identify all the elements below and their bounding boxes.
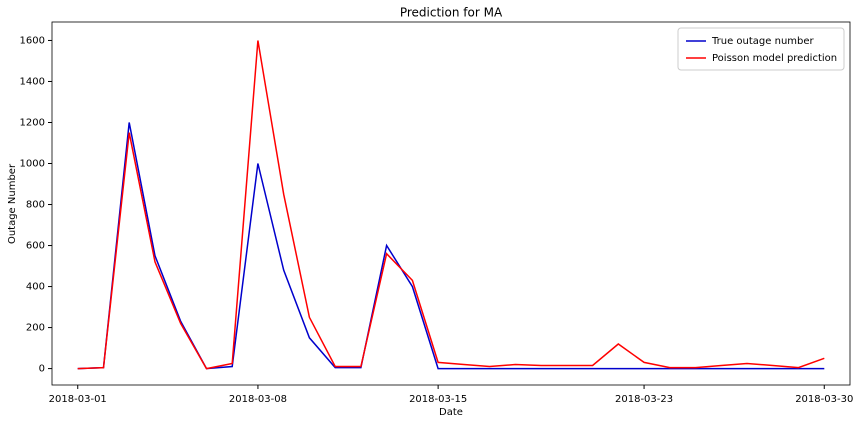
y-axis-label: Outage Number (7, 163, 18, 244)
y-tick-label: 200 (26, 323, 45, 334)
series-line (77, 40, 825, 370)
x-tick-label: 2018-03-08 (229, 394, 287, 405)
y-tick-label: 1400 (20, 76, 45, 87)
legend-label: Poisson model prediction (712, 53, 837, 64)
x-axis-label: Date (439, 407, 463, 418)
x-tick-label: 2018-03-01 (49, 394, 107, 405)
x-tick-label: 2018-03-15 (409, 394, 467, 405)
y-tick-label: 400 (26, 282, 45, 293)
legend-box (677, 27, 845, 71)
legend: True outage number Poisson model predicti… (677, 27, 845, 71)
y-tick-label: 1000 (20, 159, 45, 170)
legend-label: True outage number (711, 36, 815, 47)
chart-title: Prediction for MA (400, 6, 503, 20)
y-tick-label: 1600 (20, 35, 45, 46)
series-line (77, 122, 825, 370)
x-tick-label: 2018-03-23 (615, 394, 673, 405)
y-tick-label: 600 (26, 241, 45, 252)
y-tick-label: 0 (39, 364, 45, 375)
plot-frame (51, 21, 851, 386)
y-tick-label: 1200 (20, 117, 45, 128)
x-tick-label: 2018-03-30 (795, 394, 853, 405)
y-tick-label: 800 (26, 200, 45, 211)
